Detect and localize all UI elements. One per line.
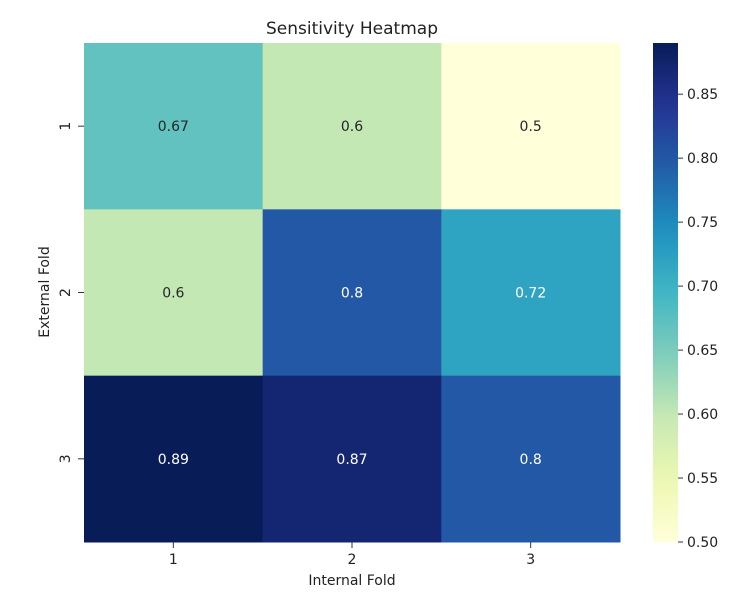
heatmap-cell <box>441 43 621 210</box>
heatmap-cell <box>262 209 442 377</box>
cell-value-label: 0.72 <box>515 286 546 302</box>
y-tick-label: 2 <box>58 288 74 297</box>
y-axis-label: External Fold <box>37 246 53 337</box>
cell-value-label: 0.89 <box>158 452 189 468</box>
colorbar-tick-label: 0.85 <box>687 87 718 103</box>
colorbar-gradient <box>653 43 678 542</box>
colorbar-tick-label: 0.75 <box>687 215 718 231</box>
colorbar-tick-label: 0.80 <box>687 151 718 167</box>
cell-value-label: 0.8 <box>520 452 542 468</box>
y-axis: 1 2 3 <box>58 122 84 463</box>
heatmap-cell <box>262 43 442 210</box>
x-tick-label: 2 <box>348 552 357 568</box>
colorbar: 0.50 0.55 0.60 0.65 0.70 0.75 0.80 0.85 <box>653 43 718 551</box>
heatmap-cell <box>441 209 621 377</box>
y-tick-label: 1 <box>58 122 74 131</box>
cell-value-label: 0.87 <box>336 452 367 468</box>
x-tick-label: 1 <box>169 552 178 568</box>
colorbar-tick-label: 0.70 <box>687 279 718 295</box>
colorbar-tick-label: 0.60 <box>687 407 718 423</box>
cell-value-label: 0.5 <box>520 119 542 135</box>
heatmap-cell <box>84 375 264 543</box>
heatmap-cell <box>84 43 264 210</box>
heatmap-cell <box>262 375 442 543</box>
cell-value-label: 0.6 <box>162 286 184 302</box>
x-axis-label: Internal Fold <box>308 573 395 589</box>
y-tick-label: 3 <box>58 454 74 463</box>
heatmap-cell <box>441 375 621 543</box>
cell-value-label: 0.67 <box>158 119 189 135</box>
heatmap-cell <box>84 209 264 377</box>
colorbar-tick-label: 0.55 <box>687 471 718 487</box>
colorbar-tick-label: 0.50 <box>687 535 718 551</box>
cell-value-label: 0.6 <box>341 119 363 135</box>
x-tick-label: 3 <box>526 552 535 568</box>
heatmap-cells: 0.67 0.6 0.5 0.6 0.8 0.72 0.89 0.87 0.8 <box>84 43 621 543</box>
colorbar-tick-label: 0.65 <box>687 343 718 359</box>
chart-title: Sensitivity Heatmap <box>266 19 438 39</box>
cell-value-label: 0.8 <box>341 286 363 302</box>
x-axis: 1 2 3 <box>169 542 535 568</box>
